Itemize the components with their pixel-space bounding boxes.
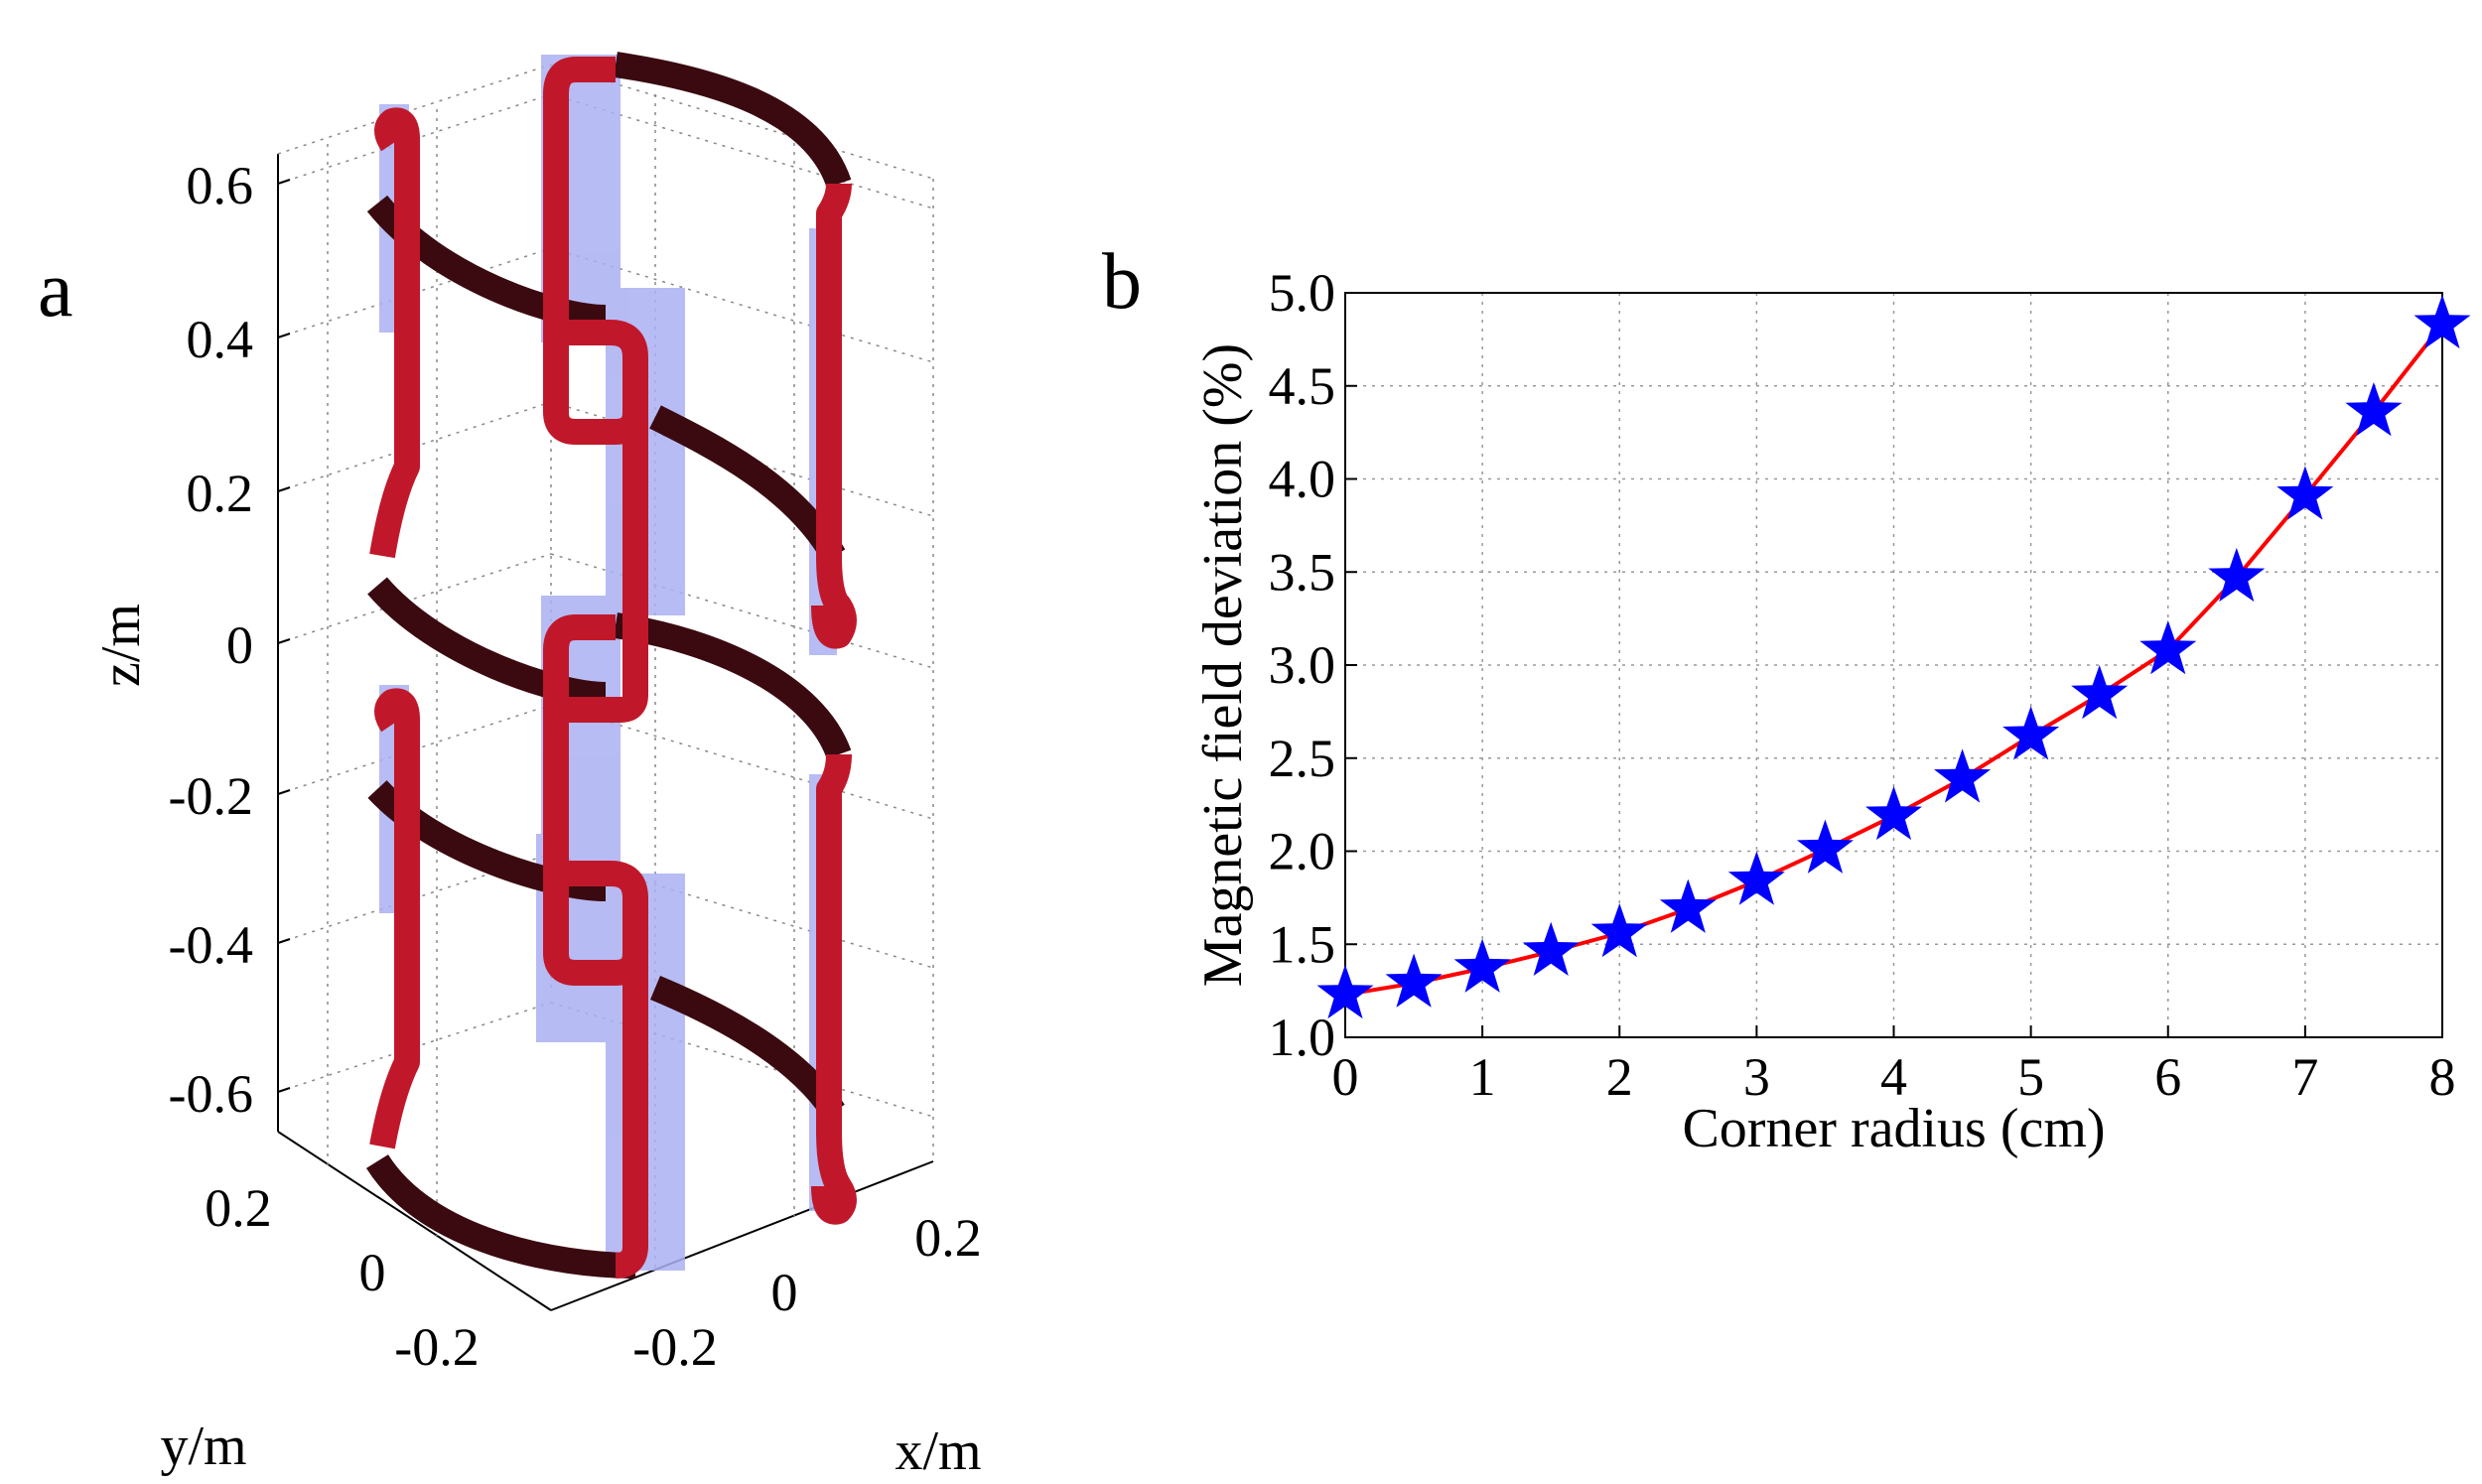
series-markers <box>1316 294 2471 1019</box>
y-tick-label: 2.5 <box>1269 729 1336 788</box>
x-tick-label: 8 <box>2429 1047 2456 1107</box>
data-point-star <box>2276 466 2334 520</box>
z-tick-label: 0 <box>226 615 253 675</box>
y-tick-labels: 0.2 0 -0.2 <box>205 1178 479 1377</box>
y-tick-label: 4.5 <box>1269 356 1336 416</box>
y-tick-label: 1.0 <box>1269 1008 1336 1067</box>
data-point-star <box>1727 851 1785 905</box>
y-axis-title: Magnetic field deviation (%) <box>1192 343 1254 987</box>
data-point-star <box>2002 706 2060 760</box>
data-point-star <box>1590 903 1648 958</box>
y-tick-label: 1.5 <box>1269 914 1336 974</box>
x-tick-label: 0 <box>1332 1047 1359 1107</box>
y-tick-label: -0.2 <box>394 1317 479 1377</box>
x-tick-label: 0.2 <box>914 1208 982 1268</box>
x-tick-label: 4 <box>1880 1047 1907 1107</box>
y-axis-ticks: 1.0 1.5 2.0 2.5 3.0 3.5 4.0 4.5 5.0 <box>1269 263 1357 1067</box>
z-tick-labels: 0.6 0.4 0.2 0 -0.2 -0.4 -0.6 <box>169 156 253 1124</box>
plot-frame <box>1344 292 2443 1038</box>
coil-traces <box>369 57 857 1279</box>
data-point-star <box>1316 964 1374 1019</box>
y-tick-label: 4.0 <box>1269 450 1336 509</box>
y-tick-label: 0 <box>359 1243 386 1302</box>
y-tick-label: 2.0 <box>1269 822 1336 881</box>
z-tick-label: 0.6 <box>187 156 254 215</box>
x-axis-title: Corner radius (cm) <box>1682 1098 2105 1159</box>
z-tick-label: 0.2 <box>187 464 254 523</box>
x-tick-label: 1 <box>1469 1047 1496 1107</box>
panel-a: a <box>38 52 982 1482</box>
chart-grid <box>1344 292 2443 1038</box>
x-tick-label: 6 <box>2154 1047 2181 1107</box>
data-point-star <box>1865 785 1922 841</box>
x-tick-label: 7 <box>2291 1047 2318 1107</box>
x-tick-label: 0 <box>771 1263 798 1322</box>
z-axis-label: z/m <box>90 604 152 687</box>
data-point-star <box>2208 547 2266 603</box>
x-axis-ticks: 0 1 2 3 4 5 6 7 8 <box>1332 1025 2456 1107</box>
z-tick-label: -0.4 <box>169 915 253 975</box>
y-tick-label: 5.0 <box>1269 263 1336 323</box>
panel-b-label: b <box>1102 238 1142 326</box>
x-tick-label: 2 <box>1606 1047 1633 1107</box>
x-tick-label: 5 <box>2017 1047 2044 1107</box>
data-point-star <box>2413 294 2471 349</box>
data-point-star <box>1796 819 1854 874</box>
data-point-star <box>2345 382 2403 437</box>
y-tick-label: 3.0 <box>1269 635 1336 695</box>
z-tick-label: -0.6 <box>169 1064 253 1124</box>
data-point-star <box>1522 921 1580 976</box>
x-tick-label: 3 <box>1743 1047 1770 1107</box>
data-point-star <box>1659 878 1717 933</box>
data-point-star <box>2139 620 2197 675</box>
x-tick-labels: -0.2 0 0.2 <box>632 1208 981 1377</box>
data-point-star <box>2071 665 2129 720</box>
x-tick-label: -0.2 <box>632 1317 717 1377</box>
y-tick-label: 3.5 <box>1269 542 1336 602</box>
x-axis-label: x/m <box>895 1420 981 1482</box>
z-ticks <box>277 179 291 1093</box>
data-point-star <box>1453 938 1511 993</box>
y-tick-label: 0.2 <box>205 1178 272 1238</box>
z-tick-label: 0.4 <box>187 310 254 369</box>
panel-a-label: a <box>38 246 73 334</box>
data-point-star <box>1385 953 1443 1008</box>
z-tick-label: -0.2 <box>169 766 253 826</box>
y-axis-label: y/m <box>160 1416 246 1477</box>
data-point-star <box>1934 748 1992 803</box>
